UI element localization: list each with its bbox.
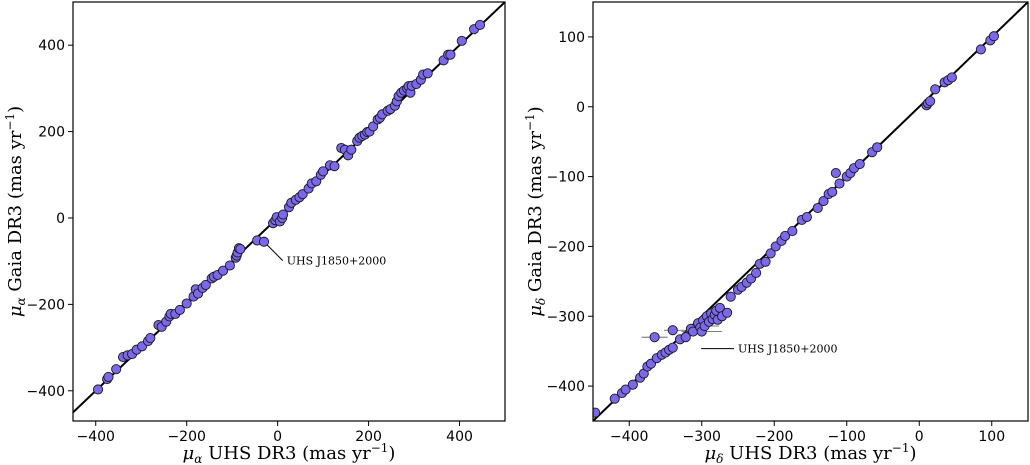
y-tick-label: −400 bbox=[27, 384, 65, 400]
data-point bbox=[946, 72, 957, 83]
data-point bbox=[224, 260, 235, 271]
x-tick-label: −400 bbox=[77, 429, 115, 445]
data-point bbox=[92, 384, 104, 395]
data-point bbox=[318, 166, 329, 177]
plot-frame bbox=[592, 1, 1029, 422]
x-tick-label: −300 bbox=[683, 429, 721, 445]
x-axis-label: μα UHS DR3 (mas yr−1) bbox=[183, 441, 396, 465]
data-point bbox=[649, 332, 660, 343]
data-point bbox=[725, 291, 736, 302]
y-tick-label: 100 bbox=[558, 30, 585, 46]
y-tick-label: 400 bbox=[38, 38, 65, 54]
x-tick-label: −400 bbox=[610, 429, 648, 445]
data-point bbox=[787, 226, 798, 237]
data-point bbox=[854, 158, 865, 170]
y-tick-label: −300 bbox=[547, 309, 585, 325]
data-point bbox=[218, 265, 229, 276]
panel-ra-proper-motion: UHS J1850+2000 −400 −200 0 200 400 −400 −200 0 20… bbox=[3, 1, 506, 465]
data-point bbox=[827, 186, 838, 197]
data-point bbox=[667, 325, 678, 336]
x-tick-label: 0 bbox=[273, 429, 282, 445]
annotation-label: UHS J1850+2000 bbox=[738, 343, 838, 356]
data-point bbox=[174, 304, 185, 316]
data-point bbox=[593, 407, 601, 418]
y-tick-label: −200 bbox=[27, 297, 65, 313]
x-tick-label: 400 bbox=[446, 429, 473, 445]
x-tick-label: −200 bbox=[167, 429, 205, 445]
x-tick-label: −100 bbox=[828, 429, 866, 445]
data-point bbox=[834, 178, 845, 189]
data-point bbox=[278, 209, 289, 220]
data-point bbox=[760, 256, 771, 267]
data-point bbox=[680, 332, 691, 343]
data-point bbox=[801, 212, 812, 223]
data-point bbox=[751, 267, 762, 279]
data-point bbox=[765, 248, 776, 259]
data-point bbox=[930, 84, 941, 95]
data-point bbox=[474, 19, 486, 30]
y-axis-label: μδ Gaia DR3 (mas yr−1) bbox=[523, 106, 548, 316]
x-tick-label: 0 bbox=[915, 429, 924, 445]
data-point bbox=[780, 230, 791, 241]
data-point bbox=[145, 333, 156, 344]
data-point bbox=[346, 144, 357, 155]
y-tick-label: 0 bbox=[56, 211, 65, 227]
x-tick-label: −200 bbox=[755, 429, 793, 445]
plot-area bbox=[593, 2, 1028, 421]
data-point bbox=[456, 35, 467, 46]
data-point bbox=[667, 342, 678, 353]
data-point bbox=[812, 202, 823, 214]
data-point bbox=[181, 298, 192, 309]
y-tick-label: −200 bbox=[547, 239, 585, 255]
data-point bbox=[445, 49, 456, 60]
panel-dec-proper-motion: UHS J1850+2000 −400 −300 −200 −100 0 100 −400 −3… bbox=[523, 1, 1029, 465]
data-point bbox=[627, 379, 638, 390]
data-point bbox=[818, 195, 829, 207]
y-axis-label: μα Gaia DR3 (mas yr−1) bbox=[3, 106, 28, 317]
data-point bbox=[830, 168, 841, 179]
plot-frame bbox=[72, 1, 506, 422]
data-point bbox=[258, 236, 270, 247]
data-point bbox=[200, 279, 211, 290]
x-tick-label: 200 bbox=[355, 429, 382, 445]
data-point bbox=[925, 96, 936, 107]
data-point bbox=[235, 244, 246, 255]
y-tick-label: 0 bbox=[576, 100, 585, 116]
data-point bbox=[609, 393, 620, 404]
data-point bbox=[620, 384, 631, 395]
data-point bbox=[422, 68, 433, 79]
data-point bbox=[722, 307, 733, 318]
data-point bbox=[329, 161, 340, 172]
annotation-label: UHS J1850+2000 bbox=[287, 255, 387, 268]
y-tick-label: −100 bbox=[547, 170, 585, 186]
plot-area bbox=[73, 2, 505, 414]
data-point bbox=[368, 121, 379, 132]
x-tick-label: 100 bbox=[978, 429, 1005, 445]
annotation-leader bbox=[266, 244, 284, 261]
data-point bbox=[103, 371, 114, 382]
x-axis-label: μδ UHS DR3 (mas yr−1) bbox=[704, 441, 916, 465]
y-tick-label: −400 bbox=[547, 379, 585, 395]
data-point bbox=[872, 142, 883, 153]
data-point bbox=[975, 44, 986, 55]
data-point bbox=[111, 364, 122, 375]
data-point bbox=[988, 31, 999, 42]
y-tick-label: 200 bbox=[38, 125, 65, 141]
